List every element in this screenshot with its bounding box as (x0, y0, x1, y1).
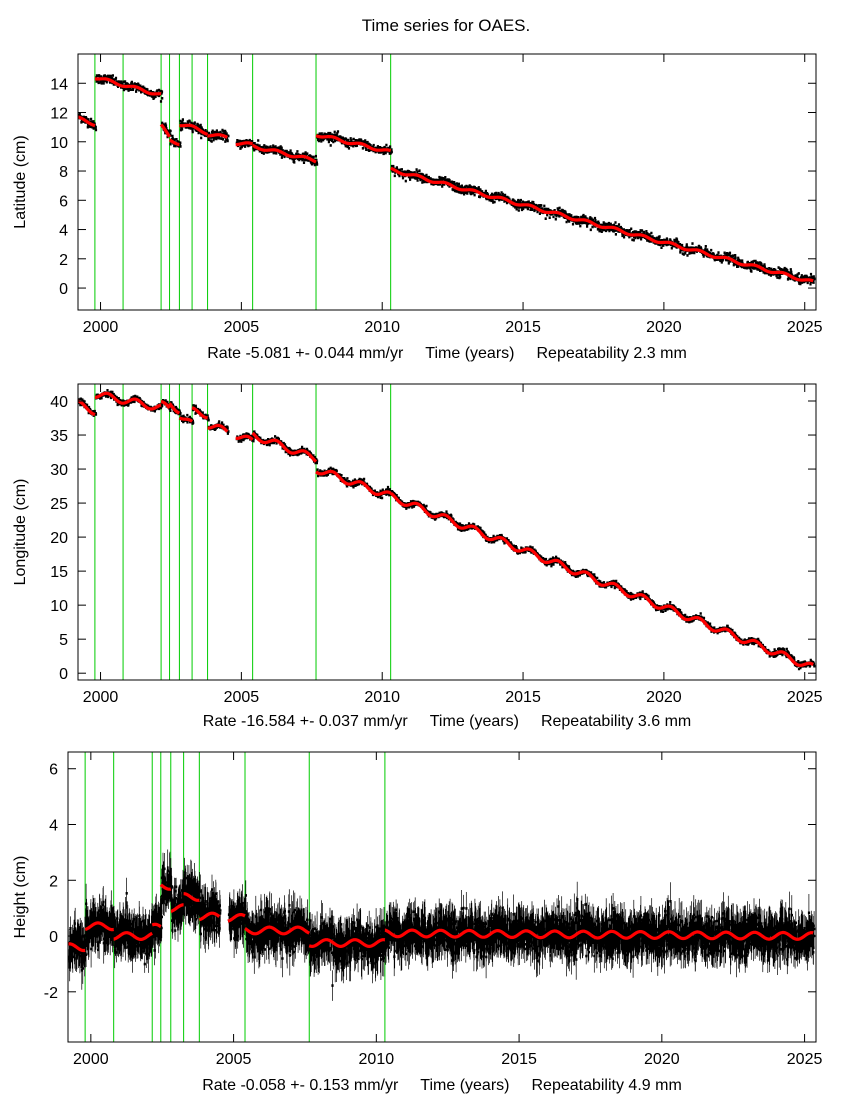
y-tick-label: 25 (50, 496, 68, 513)
y-tick-label: 8 (59, 164, 68, 181)
y-tick-label: 20 (50, 530, 68, 547)
height-x-axis-label: Time (years) (420, 1077, 509, 1094)
y-tick-label: 10 (50, 135, 68, 152)
x-tick-label: 2015 (505, 319, 541, 336)
longitude-model (78, 391, 815, 667)
latitude-repeatability-text: Repeatability 2.3 mm (536, 345, 686, 362)
height-data-points (68, 849, 816, 1001)
longitude-offset-lines (94, 384, 392, 680)
latitude-y-axis-label: Latitude (cm) (12, 135, 29, 228)
height-repeatability-text: Repeatability 4.9 mm (531, 1077, 681, 1094)
longitude-x-axis-label: Time (years) (430, 713, 519, 730)
x-tick-label: 2025 (787, 319, 823, 336)
longitude-model-line (78, 391, 815, 667)
y-tick-label: 40 (50, 394, 68, 411)
figure-title: Time series for OAES. (362, 16, 530, 35)
latitude-panel: 2000 2005 2010 2015 2020 2025 0 2 4 6 8 10 12 14 Latit… (12, 53, 823, 362)
latitude-x-axis-label: Time (years) (425, 345, 514, 362)
y-tick-label: 0 (59, 281, 68, 298)
height-panel: 2000 2005 2010 2015 2020 2025 -2 0 2 4 6 Height (cm… (12, 751, 823, 1094)
x-tick-label: 2010 (364, 689, 400, 706)
latitude-x-caption: Rate -5.081 +- 0.044 mm/yr Time (years) Re… (207, 345, 687, 362)
y-tick-label: 12 (50, 106, 68, 123)
y-tick-label: 2 (49, 873, 58, 890)
y-tick-label: 0 (59, 666, 68, 683)
latitude-offset-lines (94, 54, 392, 310)
latitude-model-line (78, 77, 815, 283)
y-tick-label: 6 (49, 762, 58, 779)
height-frame (67, 751, 817, 1043)
x-tick-label: 2000 (83, 319, 119, 336)
x-tick-label: 2010 (364, 319, 400, 336)
y-tick-label: 30 (50, 462, 68, 479)
y-tick-label: 2 (59, 252, 68, 269)
y-tick-label: -2 (44, 985, 58, 1002)
latitude-rate-text: Rate -5.081 +- 0.044 mm/yr (207, 345, 404, 362)
longitude-rate-text: Rate -16.584 +- 0.037 mm/yr (203, 713, 409, 730)
y-tick-label: 4 (49, 818, 58, 835)
latitude-frame (77, 53, 817, 311)
x-tick-label: 2020 (646, 689, 682, 706)
longitude-y-axis-label: Longitude (cm) (12, 479, 29, 586)
x-tick-label: 2005 (224, 689, 260, 706)
y-tick-label: 14 (50, 76, 68, 93)
latitude-data-points (78, 74, 816, 286)
x-tick-label: 2000 (73, 1051, 109, 1068)
latitude-model (78, 77, 815, 283)
longitude-repeatability-text: Repeatability 3.6 mm (541, 713, 691, 730)
x-tick-label: 2015 (505, 689, 541, 706)
height-model (68, 883, 815, 953)
y-tick-label: 35 (50, 428, 68, 445)
y-tick-label: 5 (59, 632, 68, 649)
longitude-x-caption: Rate -16.584 +- 0.037 mm/yr Time (years) R… (203, 713, 691, 730)
height-offset-lines (84, 752, 386, 1042)
y-tick-label: 15 (50, 564, 68, 581)
height-x-caption: Rate -0.058 +- 0.153 mm/yr Time (years) Re… (202, 1077, 682, 1094)
longitude-panel: 2000 2005 2010 2015 2020 20250510152025303540… (12, 383, 823, 730)
y-tick-label: 0 (49, 929, 58, 946)
x-tick-label: 2025 (787, 1051, 823, 1068)
height-rate-text: Rate -0.058 +- 0.153 mm/yr (202, 1077, 399, 1094)
x-tick-label: 2010 (359, 1051, 395, 1068)
x-tick-label: 2005 (224, 319, 260, 336)
longitude-frame (77, 383, 817, 681)
height-points (68, 867, 816, 987)
height-model-line (68, 883, 815, 953)
x-tick-label: 2020 (644, 1051, 680, 1068)
height-y-axis-label: Height (cm) (12, 856, 29, 939)
x-tick-label: 2000 (83, 689, 119, 706)
y-tick-label: 6 (59, 193, 68, 210)
x-tick-label: 2005 (216, 1051, 252, 1068)
x-tick-label: 2020 (646, 319, 682, 336)
y-tick-label: 4 (59, 223, 68, 240)
x-tick-label: 2015 (501, 1051, 537, 1068)
latitude-points (78, 74, 816, 286)
longitude-data-points (78, 389, 816, 671)
y-tick-label: 10 (50, 598, 68, 615)
longitude-points (78, 389, 816, 671)
x-tick-label: 2025 (787, 689, 823, 706)
